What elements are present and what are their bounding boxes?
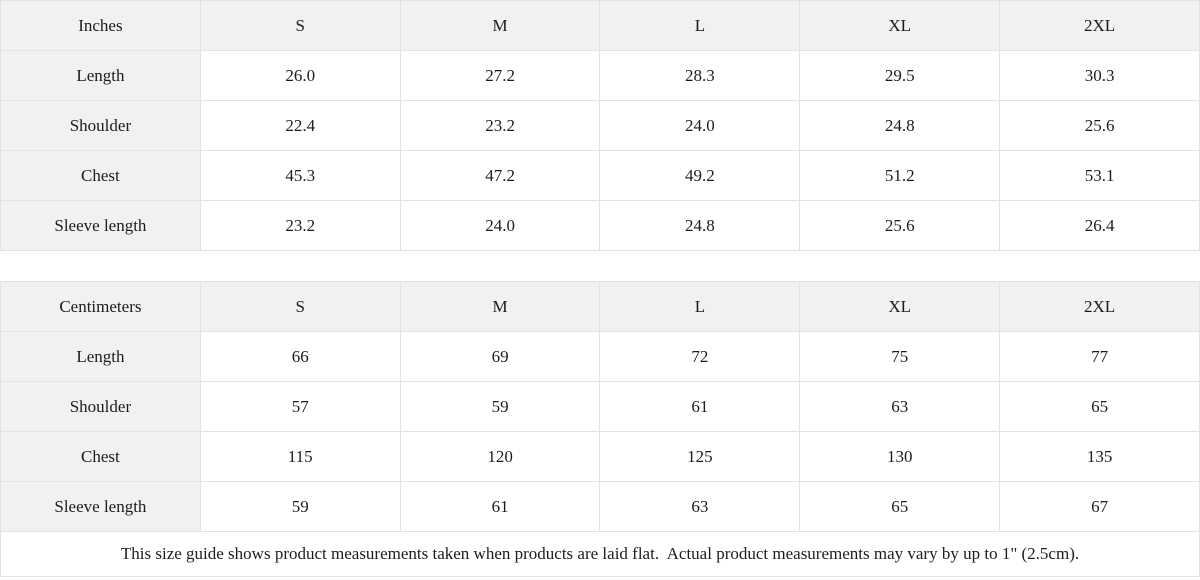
value-cell: 115 (199, 431, 401, 482)
size-header-s: S (199, 281, 401, 332)
table-row: Chest 115 120 125 130 135 (0, 431, 1200, 482)
table-row: Chest 45.3 47.2 49.2 51.2 53.1 (0, 150, 1200, 201)
value-cell: 24.8 (799, 100, 1001, 151)
value-cell: 27.2 (399, 50, 601, 101)
value-cell: 65 (799, 481, 1001, 532)
value-cell: 59 (399, 381, 601, 432)
value-cell: 130 (799, 431, 1001, 482)
size-header-xl: XL (799, 0, 1001, 51)
value-cell: 125 (599, 431, 801, 482)
table-row: Sleeve length 23.2 24.0 24.8 25.6 26.4 (0, 200, 1200, 251)
value-cell: 61 (599, 381, 801, 432)
value-cell: 63 (799, 381, 1001, 432)
unit-header-centimeters: Centimeters (0, 281, 201, 332)
value-cell: 65 (999, 381, 1200, 432)
value-cell: 23.2 (199, 200, 401, 251)
table-row: Shoulder 57 59 61 63 65 (0, 381, 1200, 432)
size-header-2xl: 2XL (999, 281, 1200, 332)
size-header-l: L (599, 281, 801, 332)
value-cell: 61 (399, 481, 601, 532)
value-cell: 135 (999, 431, 1200, 482)
row-label-shoulder: Shoulder (0, 100, 201, 151)
value-cell: 26.4 (999, 200, 1200, 251)
table-row: Sleeve length 59 61 63 65 67 (0, 481, 1200, 532)
value-cell: 72 (599, 331, 801, 382)
value-cell: 57 (199, 381, 401, 432)
value-cell: 67 (999, 481, 1200, 532)
value-cell: 120 (399, 431, 601, 482)
value-cell: 26.0 (199, 50, 401, 101)
table-header-row: Centimeters S M L XL 2XL (0, 281, 1200, 332)
size-header-m: M (399, 0, 601, 51)
value-cell: 49.2 (599, 150, 801, 201)
table-row: Length 26.0 27.2 28.3 29.5 30.3 (0, 50, 1200, 101)
value-cell: 66 (199, 331, 401, 382)
value-cell: 51.2 (799, 150, 1001, 201)
value-cell: 24.8 (599, 200, 801, 251)
table-header-row: Inches S M L XL 2XL (0, 0, 1200, 51)
value-cell: 23.2 (399, 100, 601, 151)
row-label-length: Length (0, 50, 201, 101)
row-label-sleeve-length: Sleeve length (0, 200, 201, 251)
value-cell: 47.2 (399, 150, 601, 201)
value-cell: 28.3 (599, 50, 801, 101)
value-cell: 30.3 (999, 50, 1200, 101)
value-cell: 25.6 (799, 200, 1001, 251)
size-header-xl: XL (799, 281, 1001, 332)
row-label-length: Length (0, 331, 201, 382)
value-cell: 45.3 (199, 150, 401, 201)
value-cell: 77 (999, 331, 1200, 382)
value-cell: 75 (799, 331, 1001, 382)
row-label-shoulder: Shoulder (0, 381, 201, 432)
size-header-l: L (599, 0, 801, 51)
row-label-sleeve-length: Sleeve length (0, 481, 201, 532)
size-header-s: S (199, 0, 401, 51)
row-label-chest: Chest (0, 150, 201, 201)
value-cell: 69 (399, 331, 601, 382)
unit-header-inches: Inches (0, 0, 201, 51)
value-cell: 22.4 (199, 100, 401, 151)
table-row: Shoulder 22.4 23.2 24.0 24.8 25.6 (0, 100, 1200, 151)
size-header-m: M (399, 281, 601, 332)
row-label-chest: Chest (0, 431, 201, 482)
table-row: Length 66 69 72 75 77 (0, 331, 1200, 382)
table-spacer (0, 251, 1200, 281)
size-table-centimeters: Centimeters S M L XL 2XL Length 66 69 72… (0, 281, 1200, 532)
value-cell: 29.5 (799, 50, 1001, 101)
value-cell: 24.0 (599, 100, 801, 151)
value-cell: 25.6 (999, 100, 1200, 151)
value-cell: 53.1 (999, 150, 1200, 201)
size-table-inches: Inches S M L XL 2XL Length 26.0 27.2 28.… (0, 0, 1200, 251)
value-cell: 59 (199, 481, 401, 532)
size-header-2xl: 2XL (999, 0, 1200, 51)
size-guide-footnote: This size guide shows product measuremen… (0, 532, 1200, 577)
value-cell: 63 (599, 481, 801, 532)
value-cell: 24.0 (399, 200, 601, 251)
